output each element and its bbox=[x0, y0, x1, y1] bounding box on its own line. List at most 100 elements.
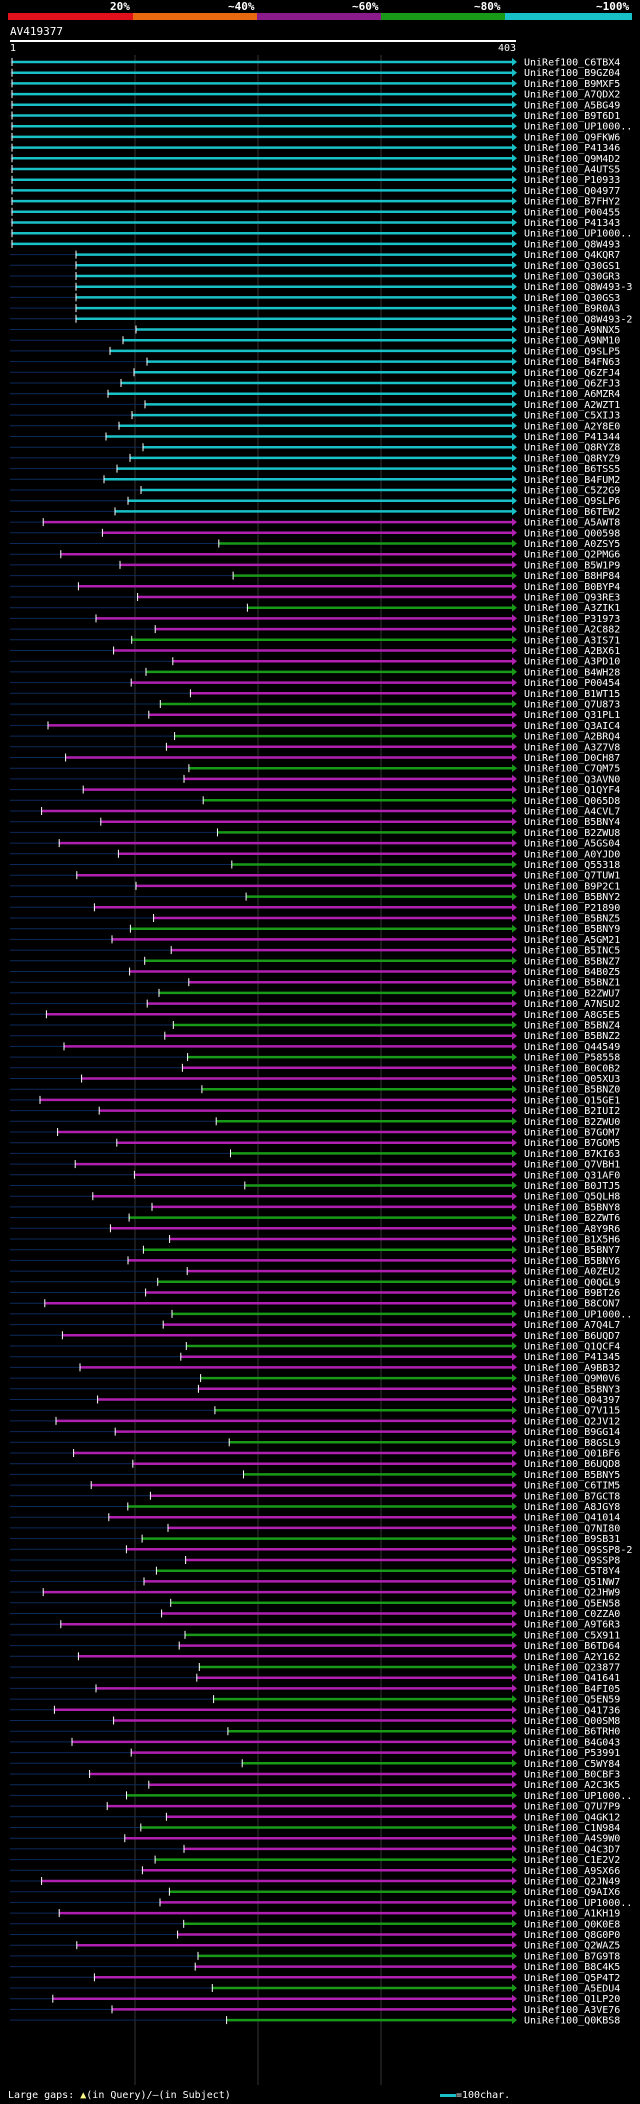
hit-row[interactable]: UniRef100_A9BB32 bbox=[10, 1363, 620, 1374]
hit-name[interactable]: UniRef100_B2ZWU7 bbox=[524, 988, 620, 999]
hit-row[interactable]: UniRef100_P53991 bbox=[10, 1748, 620, 1759]
hit-row[interactable]: UniRef100_B0JTJ5 bbox=[10, 1181, 620, 1192]
hit-row[interactable]: UniRef100_A1KH19 bbox=[10, 1909, 620, 1920]
hit-name[interactable]: UniRef100_Q00598 bbox=[524, 528, 620, 539]
hit-row[interactable]: UniRef100_Q5EN59 bbox=[10, 1695, 620, 1706]
hit-name[interactable]: UniRef100_A5EDU4 bbox=[524, 1984, 620, 1995]
hit-name[interactable]: UniRef100_B5BNY8 bbox=[524, 1202, 620, 1213]
hit-name[interactable]: UniRef100_A7QDX2 bbox=[524, 90, 620, 101]
hit-name[interactable]: UniRef100_B5BNY2 bbox=[524, 892, 620, 903]
hit-row[interactable]: UniRef100_B5BNZ2 bbox=[10, 1031, 620, 1042]
hit-name[interactable]: UniRef100_C1E2V2 bbox=[524, 1855, 620, 1866]
hit-row[interactable]: UniRef100_B4WH28 bbox=[10, 667, 620, 678]
hit-row[interactable]: UniRef100_B2ZWT6 bbox=[10, 1213, 620, 1224]
hit-name[interactable]: UniRef100_B2IUI2 bbox=[524, 1106, 620, 1117]
hit-row[interactable]: UniRef100_Q9FKW6 bbox=[10, 132, 620, 143]
hit-name[interactable]: UniRef100_B6TRH0 bbox=[524, 1727, 620, 1738]
hit-name[interactable]: UniRef100_B9R0A3 bbox=[524, 304, 620, 315]
hit-row[interactable]: UniRef100_UP1000.. bbox=[10, 122, 632, 133]
hit-name[interactable]: UniRef100_Q7TUW1 bbox=[524, 871, 620, 882]
hit-row[interactable]: UniRef100_Q00598 bbox=[10, 528, 620, 539]
hit-row[interactable]: UniRef100_Q9SSP8-2 bbox=[10, 1545, 632, 1556]
hit-name[interactable]: UniRef100_Q31AF0 bbox=[524, 1170, 620, 1181]
hit-row[interactable]: UniRef100_P41343 bbox=[10, 218, 620, 229]
hit-name[interactable]: UniRef100_C6TBX4 bbox=[524, 58, 620, 69]
hit-name[interactable]: UniRef100_Q2JV12 bbox=[524, 1416, 620, 1427]
hit-row[interactable]: UniRef100_A9T6R3 bbox=[10, 1620, 620, 1631]
hit-row[interactable]: UniRef100_B5BNY6 bbox=[10, 1256, 620, 1267]
hit-name[interactable]: UniRef100_B6UQD8 bbox=[524, 1459, 620, 1470]
hit-row[interactable]: UniRef100_A2Y162 bbox=[10, 1652, 620, 1663]
hit-row[interactable]: UniRef100_B9R0A3 bbox=[10, 304, 620, 315]
hit-name[interactable]: UniRef100_A2C3K5 bbox=[524, 1780, 620, 1791]
hit-row[interactable]: UniRef100_A5AWT8 bbox=[10, 518, 620, 529]
hit-name[interactable]: UniRef100_P41344 bbox=[524, 432, 620, 443]
hit-name[interactable]: UniRef100_B9SB31 bbox=[524, 1534, 620, 1545]
hit-row[interactable]: UniRef100_Q9SLP5 bbox=[10, 346, 620, 357]
hit-name[interactable]: UniRef100_A0ZEU2 bbox=[524, 1267, 620, 1278]
hit-name[interactable]: UniRef100_B2ZWU8 bbox=[524, 828, 620, 839]
hit-row[interactable]: UniRef100_Q31AF0 bbox=[10, 1170, 620, 1181]
hit-name[interactable]: UniRef100_B2ZWU0 bbox=[524, 1117, 620, 1128]
hit-row[interactable]: UniRef100_P00454 bbox=[10, 678, 620, 689]
hit-name[interactable]: UniRef100_A5GM21 bbox=[524, 935, 620, 946]
hit-name[interactable]: UniRef100_B6TEW2 bbox=[524, 507, 620, 518]
hit-name[interactable]: UniRef100_A2BRQ4 bbox=[524, 732, 620, 743]
hit-row[interactable]: UniRef100_B7GOM7 bbox=[10, 1128, 620, 1139]
hit-row[interactable]: UniRef100_Q30GS3 bbox=[10, 293, 620, 304]
hit-name[interactable]: UniRef100_Q2WAZ5 bbox=[524, 1941, 620, 1952]
hit-row[interactable]: UniRef100_Q5P4T2 bbox=[10, 1973, 620, 1984]
hit-row[interactable]: UniRef100_C0ZZA0 bbox=[10, 1609, 620, 1620]
hit-row[interactable]: UniRef100_Q0KBS8 bbox=[10, 2016, 620, 2027]
hit-name[interactable]: UniRef100_B6TD64 bbox=[524, 1641, 620, 1652]
hit-row[interactable]: UniRef100_B8GSL9 bbox=[10, 1438, 620, 1449]
hit-row[interactable]: UniRef100_Q7VBH1 bbox=[10, 1160, 620, 1171]
hit-name[interactable]: UniRef100_UP1000.. bbox=[524, 1791, 632, 1802]
hit-name[interactable]: UniRef100_B0CBF3 bbox=[524, 1770, 620, 1781]
hit-name[interactable]: UniRef100_A9BB32 bbox=[524, 1363, 620, 1374]
hit-row[interactable]: UniRef100_Q7NI80 bbox=[10, 1523, 620, 1534]
hit-row[interactable]: UniRef100_Q2PMG6 bbox=[10, 550, 620, 561]
hit-name[interactable]: UniRef100_Q9M0V6 bbox=[524, 1374, 620, 1385]
hit-row[interactable]: UniRef100_A5BG49 bbox=[10, 100, 620, 111]
hit-row[interactable]: UniRef100_Q04977 bbox=[10, 186, 620, 197]
hit-row[interactable]: UniRef100_Q9SLP6 bbox=[10, 496, 620, 507]
hit-row[interactable]: UniRef100_B6UQD8 bbox=[10, 1459, 620, 1470]
hit-name[interactable]: UniRef100_B5BNY6 bbox=[524, 1256, 620, 1267]
hit-row[interactable]: UniRef100_B9SB31 bbox=[10, 1534, 620, 1545]
hit-name[interactable]: UniRef100_B7GOM7 bbox=[524, 1128, 620, 1139]
hit-name[interactable]: UniRef100_B9BT26 bbox=[524, 1288, 620, 1299]
hit-row[interactable]: UniRef100_P41344 bbox=[10, 432, 620, 443]
hit-row[interactable]: UniRef100_B0C0B2 bbox=[10, 1063, 620, 1074]
hit-row[interactable]: UniRef100_Q00SM8 bbox=[10, 1716, 620, 1727]
hit-name[interactable]: UniRef100_Q9SSP8 bbox=[524, 1556, 620, 1567]
hit-row[interactable]: UniRef100_Q01BF6 bbox=[10, 1449, 620, 1460]
hit-row[interactable]: UniRef100_A9NNX5 bbox=[10, 325, 620, 336]
hit-row[interactable]: UniRef100_P41346 bbox=[10, 143, 620, 154]
hit-name[interactable]: UniRef100_UP1000.. bbox=[524, 122, 632, 133]
hit-name[interactable]: UniRef100_B4G043 bbox=[524, 1737, 620, 1748]
hit-row[interactable]: UniRef100_B2ZWU7 bbox=[10, 988, 620, 999]
hit-name[interactable]: UniRef100_B9P2C1 bbox=[524, 881, 620, 892]
hit-name[interactable]: UniRef100_B7G9T8 bbox=[524, 1951, 620, 1962]
hit-row[interactable]: UniRef100_B6TD64 bbox=[10, 1641, 620, 1652]
hit-name[interactable]: UniRef100_Q31PL1 bbox=[524, 710, 620, 721]
hit-name[interactable]: UniRef100_Q04977 bbox=[524, 186, 620, 197]
hit-name[interactable]: UniRef100_A5AWT8 bbox=[524, 518, 620, 529]
hit-name[interactable]: UniRef100_P21890 bbox=[524, 903, 620, 914]
hit-row[interactable]: UniRef100_Q2JN49 bbox=[10, 1877, 620, 1888]
hit-name[interactable]: UniRef100_B4B0Z5 bbox=[524, 967, 620, 978]
hit-row[interactable]: UniRef100_A2Y8E0 bbox=[10, 421, 620, 432]
hit-row[interactable]: UniRef100_C6TIM5 bbox=[10, 1481, 620, 1492]
hit-name[interactable]: UniRef100_A9NM10 bbox=[524, 336, 620, 347]
hit-name[interactable]: UniRef100_UP1000.. bbox=[524, 1309, 632, 1320]
hit-name[interactable]: UniRef100_Q7VBH1 bbox=[524, 1160, 620, 1171]
hit-name[interactable]: UniRef100_B9GZ04 bbox=[524, 68, 620, 79]
hit-name[interactable]: UniRef100_Q8RYZ8 bbox=[524, 443, 620, 454]
hit-name[interactable]: UniRef100_P00455 bbox=[524, 207, 620, 218]
hit-row[interactable]: UniRef100_Q8W493 bbox=[10, 239, 620, 250]
hit-row[interactable]: UniRef100_C7QM75 bbox=[10, 764, 620, 775]
hit-name[interactable]: UniRef100_Q55318 bbox=[524, 860, 620, 871]
hit-name[interactable]: UniRef100_Q41641 bbox=[524, 1673, 620, 1684]
hit-row[interactable]: UniRef100_A4CVL7 bbox=[10, 807, 620, 818]
